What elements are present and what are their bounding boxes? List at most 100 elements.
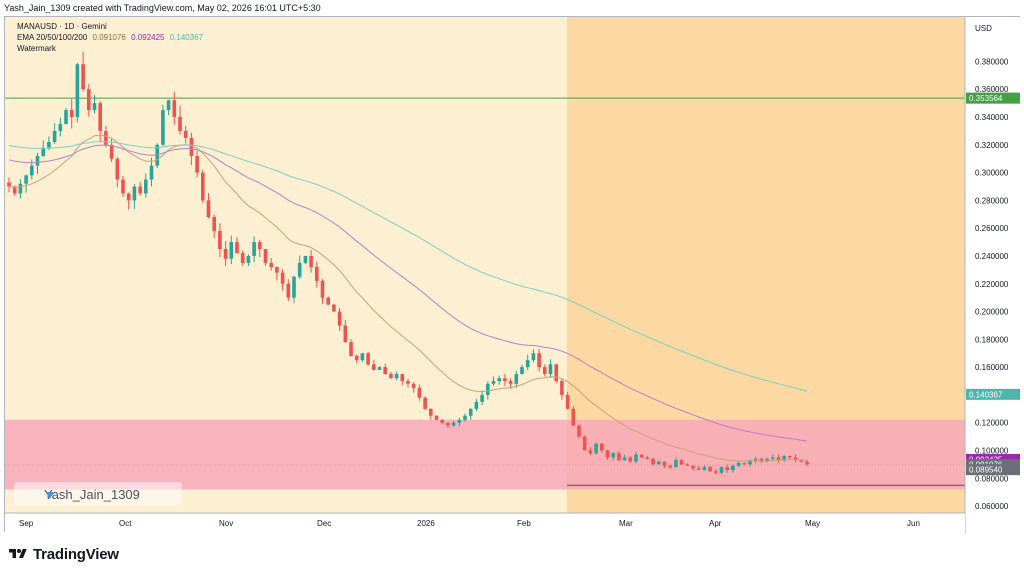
candle-body <box>87 89 91 111</box>
candle-body <box>668 465 672 468</box>
candle-body <box>292 276 296 298</box>
candle-body <box>429 408 433 416</box>
candle-body <box>571 408 576 426</box>
candle-body <box>634 454 638 462</box>
candle-body <box>446 422 450 426</box>
candle-body <box>320 280 325 298</box>
candle-body <box>98 103 102 131</box>
candle-body <box>201 172 205 201</box>
candle-body <box>75 64 80 118</box>
candle-body <box>223 249 228 259</box>
candle-body <box>206 200 211 218</box>
ema-value-50: 0.092425 <box>131 33 165 42</box>
candle-body <box>280 272 285 284</box>
time-tick-label: Sep <box>19 519 34 528</box>
candle-body <box>132 186 137 201</box>
candle-body <box>212 217 216 231</box>
candle-body <box>18 183 23 194</box>
candle-body <box>600 443 604 451</box>
candle-body <box>92 103 97 111</box>
price-tick-label: 0.120000 <box>975 419 1009 428</box>
footer-brand[interactable]: TradingView <box>8 543 119 565</box>
time-tick-label: 2026 <box>417 519 435 528</box>
heart-icon: ♥ <box>46 487 54 502</box>
candle-body <box>759 458 764 462</box>
candle-body <box>332 304 336 312</box>
candle-body <box>126 193 131 201</box>
candle-body <box>7 182 11 187</box>
price-tick-label: 0.280000 <box>975 196 1009 205</box>
price-tick-label: 0.380000 <box>975 57 1009 66</box>
candle-body <box>394 374 399 379</box>
candle-body <box>486 383 490 395</box>
candle-body <box>691 465 695 469</box>
candle-body <box>548 364 553 375</box>
candle-body <box>594 443 598 454</box>
candle-body <box>109 144 114 159</box>
price-tick-label: 0.360000 <box>975 85 1009 94</box>
candle-body <box>24 175 28 184</box>
candle-body <box>377 367 382 370</box>
candle-body <box>662 461 667 466</box>
candle-body <box>463 415 467 420</box>
candle-body <box>258 242 262 250</box>
price-tick-label: 0.160000 <box>975 363 1009 372</box>
candle-body <box>166 100 171 111</box>
candle-body <box>497 378 501 382</box>
tradingview-logo-icon <box>9 549 27 558</box>
candle-body <box>326 297 330 305</box>
candle-body <box>582 436 587 451</box>
time-tick-label: Jun <box>907 519 920 528</box>
price-label-text: 0.140367 <box>969 390 1003 399</box>
candle-body <box>286 283 291 298</box>
candle-body <box>349 342 353 357</box>
candle-body <box>161 110 165 145</box>
candle-body <box>514 374 519 384</box>
chart-frame[interactable]: USD 0.380000 0.360000 0.340000 0.320000 0.300… <box>4 16 1021 533</box>
candle-body <box>696 468 701 470</box>
price-label-tag <box>966 388 1020 400</box>
candle-body <box>389 374 393 379</box>
ema-20-line <box>8 134 808 462</box>
candle-body <box>520 367 524 375</box>
candle-body <box>714 471 718 473</box>
candle-body <box>115 158 120 180</box>
price-label-tag <box>966 92 1020 104</box>
candle-body <box>423 397 427 409</box>
candle-body <box>503 378 507 382</box>
candle-body <box>411 383 416 388</box>
candle-body <box>337 311 342 326</box>
candle-body <box>309 255 313 268</box>
candle-body <box>719 467 724 473</box>
candle-body <box>178 117 182 131</box>
ema-value-100: 0.140367 <box>169 33 204 42</box>
price-tick-label: 0.080000 <box>975 474 1009 483</box>
candle-body <box>189 137 194 156</box>
price-tick-label: 0.240000 <box>975 252 1009 261</box>
candle-body <box>81 64 85 90</box>
price-label-tag <box>966 464 1020 476</box>
candle-body <box>531 353 536 361</box>
candle-body <box>235 242 239 254</box>
candle-body <box>605 450 610 458</box>
candle-body <box>577 425 581 437</box>
candle-body <box>400 374 405 382</box>
candle-body <box>731 465 735 470</box>
candle-body <box>554 364 558 382</box>
candle-body <box>35 155 40 166</box>
candle-body <box>753 458 758 461</box>
time-tick-label: Mar <box>619 519 633 528</box>
legend-watermark: Watermark <box>17 44 59 53</box>
candle-body <box>617 453 621 461</box>
candle-body <box>679 460 684 465</box>
candle-body <box>685 464 690 466</box>
candle-body <box>628 457 633 462</box>
chart-header: Yash_Jain_1309 created with TradingView.… <box>0 0 1024 16</box>
candle-body <box>674 460 678 468</box>
candle-body <box>771 457 775 459</box>
price-chart[interactable]: USD 0.380000 0.360000 0.340000 0.320000 0.300… <box>5 17 1021 533</box>
price-tick-label: 0.060000 <box>975 502 1009 511</box>
candle-body <box>565 394 570 409</box>
time-tick-label: Feb <box>517 519 531 528</box>
candle-body <box>263 249 268 263</box>
